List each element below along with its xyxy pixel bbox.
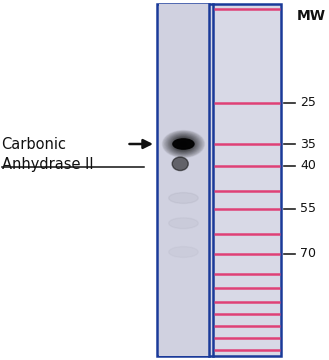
Ellipse shape (166, 133, 201, 155)
Ellipse shape (180, 141, 187, 147)
Ellipse shape (167, 134, 200, 154)
Ellipse shape (181, 142, 186, 146)
Ellipse shape (181, 143, 186, 145)
Bar (159, 4, 210, 356)
Ellipse shape (176, 139, 191, 149)
Ellipse shape (171, 136, 196, 152)
Ellipse shape (173, 137, 194, 151)
Ellipse shape (172, 157, 188, 171)
Text: 55: 55 (300, 202, 316, 215)
Ellipse shape (168, 134, 199, 154)
Ellipse shape (169, 135, 198, 153)
Ellipse shape (179, 141, 188, 147)
Ellipse shape (169, 218, 198, 229)
Bar (158, 4, 281, 356)
Text: 70: 70 (300, 247, 316, 260)
Ellipse shape (172, 136, 195, 152)
Ellipse shape (169, 193, 198, 203)
Text: Carbonic
Anhydrase II: Carbonic Anhydrase II (2, 138, 93, 172)
Ellipse shape (178, 141, 189, 147)
Ellipse shape (174, 138, 193, 150)
Ellipse shape (173, 139, 194, 149)
Ellipse shape (170, 136, 197, 152)
Text: 35: 35 (300, 138, 316, 150)
Ellipse shape (173, 138, 193, 150)
Text: 40: 40 (300, 159, 316, 172)
Ellipse shape (175, 139, 192, 149)
Ellipse shape (177, 140, 190, 148)
Ellipse shape (169, 135, 197, 153)
Text: MW: MW (297, 9, 326, 23)
Ellipse shape (177, 140, 190, 148)
Text: 25: 25 (300, 96, 316, 109)
